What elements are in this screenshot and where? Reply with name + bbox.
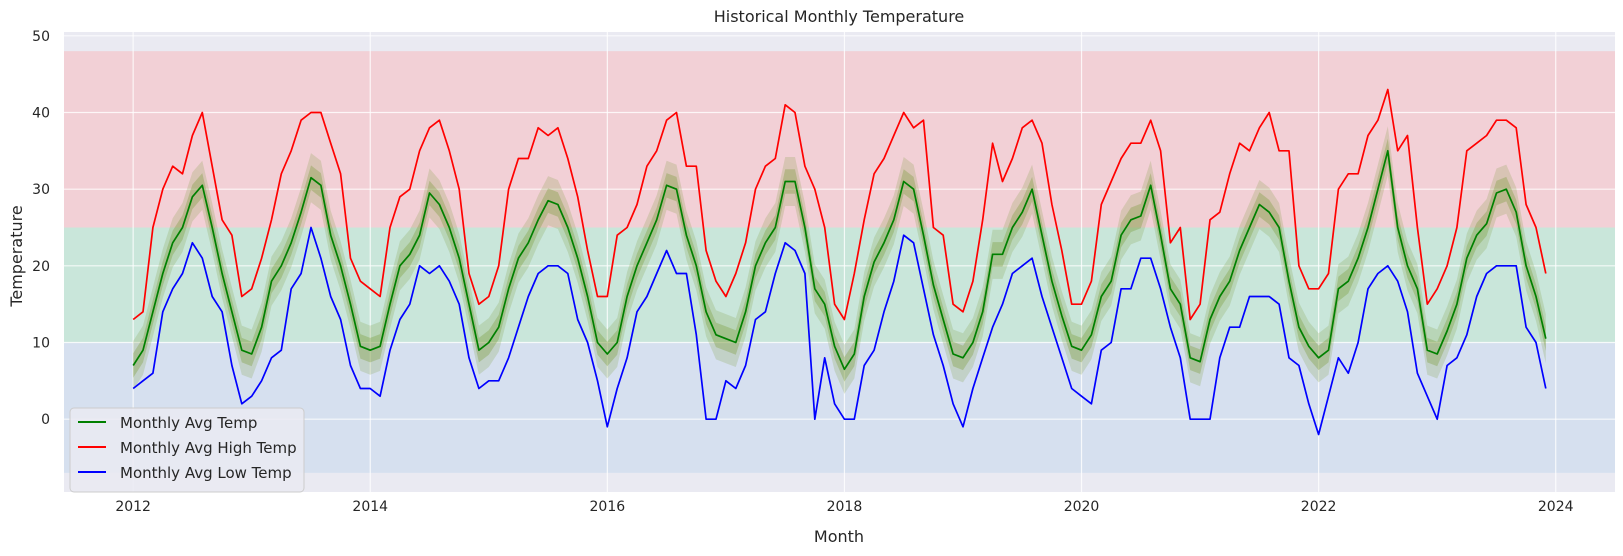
series-lines (132, 88, 1547, 436)
y-tick-label-3: 30 (32, 182, 50, 198)
y-tick-label-0: 0 (41, 412, 50, 428)
legend-entry-low: Monthly Avg Low Temp (120, 464, 292, 482)
low-temp-line (132, 226, 1547, 436)
grid-lines (64, 32, 1615, 492)
y-axis-ticks: 0 10 20 30 40 50 (32, 29, 50, 428)
legend: Monthly Avg Temp Monthly Avg High Temp M… (69, 407, 305, 493)
x-tick-label-5: 2022 (1301, 499, 1337, 515)
x-tick-label-1: 2014 (352, 499, 388, 515)
y-tick-label-1: 10 (32, 336, 50, 352)
chart-title: Historical Monthly Temperature (714, 7, 965, 26)
confidence-band (133, 126, 1546, 394)
temperature-band-1 (64, 227, 1615, 343)
x-tick-label-6: 2024 (1538, 499, 1574, 515)
x-tick-label-2: 2016 (590, 499, 626, 515)
x-tick-label-3: 2018 (827, 499, 863, 515)
high-temp-line (132, 88, 1547, 321)
y-tick-label-5: 50 (32, 29, 50, 45)
temperature-band-2 (64, 51, 1615, 228)
legend-entry-high: Monthly Avg High Temp (120, 439, 297, 457)
legend-entry-avg: Monthly Avg Temp (120, 414, 257, 432)
temperature-band-0 (64, 342, 1615, 473)
x-tick-label-4: 2020 (1064, 499, 1100, 515)
x-axis-ticks: 2012 2014 2016 2018 2020 2022 2024 (115, 499, 1573, 515)
y-tick-label-2: 20 (32, 259, 50, 275)
legend-box (69, 407, 305, 493)
y-axis-label: Temperature (7, 205, 26, 307)
x-axis-label: Month (814, 527, 864, 546)
x-tick-label-0: 2012 (115, 499, 151, 515)
temperature-bands (64, 51, 1615, 473)
avg-temp-confidence-band-1 (133, 126, 1546, 394)
y-tick-label-4: 40 (32, 106, 50, 122)
avg-temp-line (132, 149, 1547, 371)
